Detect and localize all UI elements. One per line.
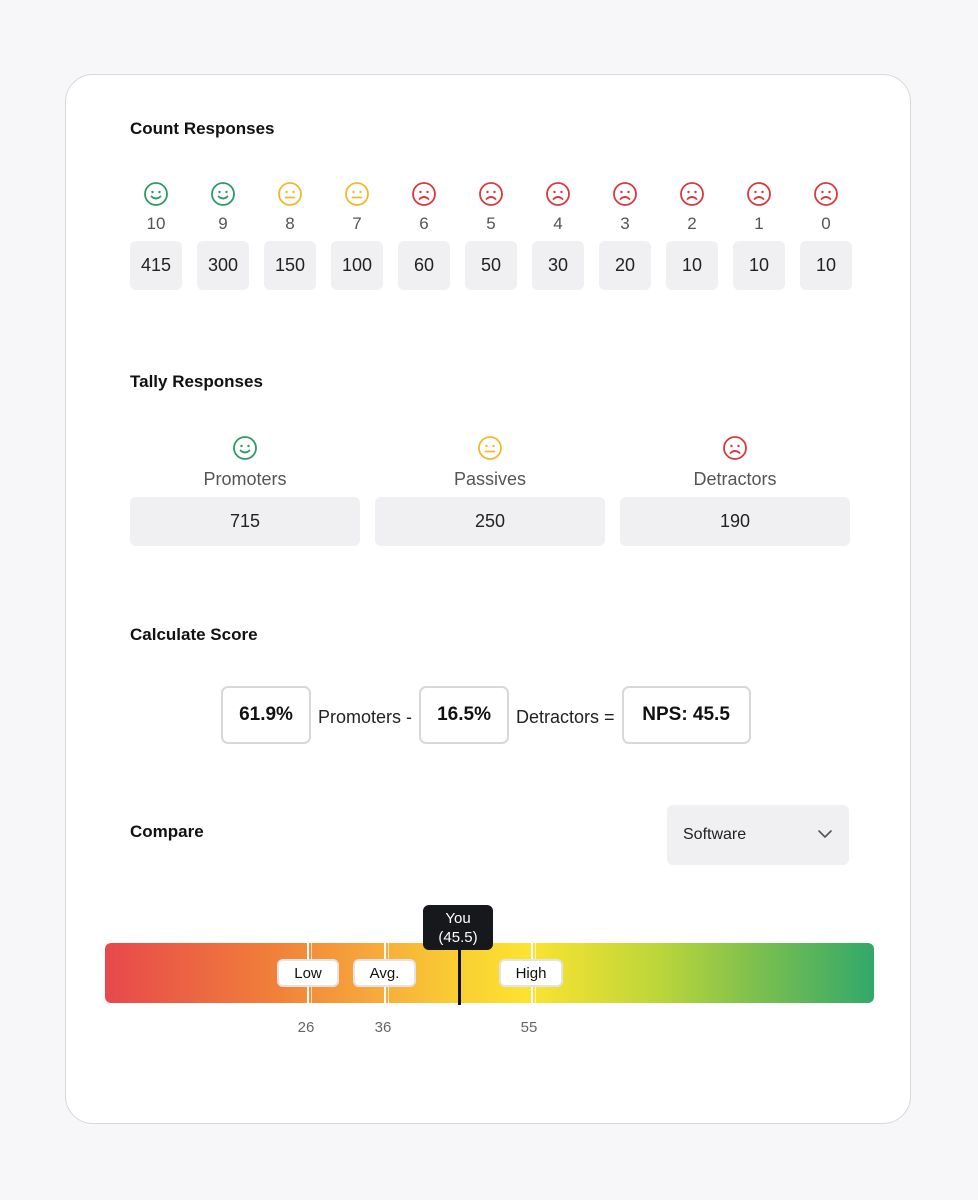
frowning-face-icon xyxy=(723,436,747,460)
count-item: 8 150 xyxy=(264,181,316,290)
detractors-percent: 16.5% xyxy=(419,686,510,744)
tally-responses-row: Promoters 715 Passives 250 Detractors 19… xyxy=(130,435,850,546)
neutral-face-icon xyxy=(278,182,302,206)
low-pill: Low xyxy=(277,959,339,987)
compare-title: Compare xyxy=(130,822,204,841)
nps-gradient-bar xyxy=(105,943,874,1003)
frowning-face-icon xyxy=(412,182,436,206)
count-input[interactable]: 300 xyxy=(197,241,249,290)
count-input[interactable]: 50 xyxy=(465,241,517,290)
count-item: 1 10 xyxy=(733,181,785,290)
score-label: 2 xyxy=(687,214,697,233)
avg-tick-value: 36 xyxy=(374,1019,392,1036)
count-input[interactable]: 10 xyxy=(733,241,785,290)
industry-dropdown[interactable]: Software xyxy=(667,805,849,865)
score-label: 3 xyxy=(620,214,630,233)
score-label: 10 xyxy=(146,214,166,233)
score-label: 5 xyxy=(486,214,496,233)
score-formula: 61.9% Promoters - 16.5% Detractors = NPS… xyxy=(221,686,751,744)
low-tick-value: 26 xyxy=(297,1019,315,1036)
score-label: 9 xyxy=(218,214,228,233)
frowning-face-icon xyxy=(613,182,637,206)
avg-pill: Avg. xyxy=(353,959,416,987)
smiley-face-icon xyxy=(211,182,235,206)
tally-label: Passives xyxy=(453,469,527,489)
count-responses-row: 10 415 9 300 8 150 7 100 6 60 5 50 xyxy=(130,181,852,290)
tally-label: Detractors xyxy=(693,469,777,489)
tally-value: 715 xyxy=(130,497,360,546)
promoters-percent: 61.9% xyxy=(221,686,311,744)
frowning-face-icon xyxy=(680,182,704,206)
frowning-face-icon xyxy=(479,182,503,206)
smiley-face-icon xyxy=(233,436,257,460)
count-item: 5 50 xyxy=(465,181,517,290)
you-value: (45.5) xyxy=(438,929,478,946)
count-item: 2 10 xyxy=(666,181,718,290)
count-input[interactable]: 20 xyxy=(599,241,651,290)
score-label: 7 xyxy=(352,214,362,233)
calculate-score-title: Calculate Score xyxy=(130,625,258,644)
tally-label: Promoters xyxy=(203,469,287,489)
count-input[interactable]: 30 xyxy=(532,241,584,290)
score-label: 4 xyxy=(553,214,563,233)
nps-calculator-card: Count Responses 10 415 9 300 8 150 7 100… xyxy=(65,74,911,1124)
neutral-face-icon xyxy=(478,436,502,460)
count-input[interactable]: 10 xyxy=(666,241,718,290)
frowning-face-icon xyxy=(546,182,570,206)
count-input[interactable]: 415 xyxy=(130,241,182,290)
you-marker-line xyxy=(458,943,461,1005)
nps-result: NPS: 45.5 xyxy=(621,686,751,744)
count-input[interactable]: 150 xyxy=(264,241,316,290)
tally-item-passives: Passives 250 xyxy=(375,435,605,546)
score-label: 6 xyxy=(419,214,429,233)
count-input[interactable]: 60 xyxy=(398,241,450,290)
count-item: 4 30 xyxy=(532,181,584,290)
frowning-face-icon xyxy=(747,182,771,206)
score-label: 8 xyxy=(285,214,295,233)
count-input[interactable]: 10 xyxy=(800,241,852,290)
you-label: You xyxy=(445,910,471,927)
count-item: 9 300 xyxy=(197,181,249,290)
chevron-down-icon xyxy=(818,830,832,838)
count-item: 3 20 xyxy=(599,181,651,290)
detractors-equals-label: Detractors = xyxy=(516,706,615,727)
neutral-face-icon xyxy=(345,182,369,206)
tally-value: 190 xyxy=(620,497,850,546)
high-pill: High xyxy=(499,959,563,987)
high-tick-value: 55 xyxy=(520,1019,538,1036)
count-input[interactable]: 100 xyxy=(331,241,383,290)
count-item: 0 10 xyxy=(800,181,852,290)
tally-responses-title: Tally Responses xyxy=(130,372,263,391)
score-label: 0 xyxy=(821,214,831,233)
count-responses-title: Count Responses xyxy=(130,119,275,138)
score-label: 1 xyxy=(754,214,764,233)
count-item: 10 415 xyxy=(130,181,182,290)
smiley-face-icon xyxy=(144,182,168,206)
count-item: 7 100 xyxy=(331,181,383,290)
tally-value: 250 xyxy=(375,497,605,546)
frowning-face-icon xyxy=(814,182,838,206)
tally-item-promoters: Promoters 715 xyxy=(130,435,360,546)
industry-dropdown-value: Software xyxy=(683,826,747,843)
you-tooltip: You (45.5) xyxy=(423,905,493,950)
count-item: 6 60 xyxy=(398,181,450,290)
promoters-minus-label: Promoters - xyxy=(318,706,413,727)
tally-item-detractors: Detractors 190 xyxy=(620,435,850,546)
